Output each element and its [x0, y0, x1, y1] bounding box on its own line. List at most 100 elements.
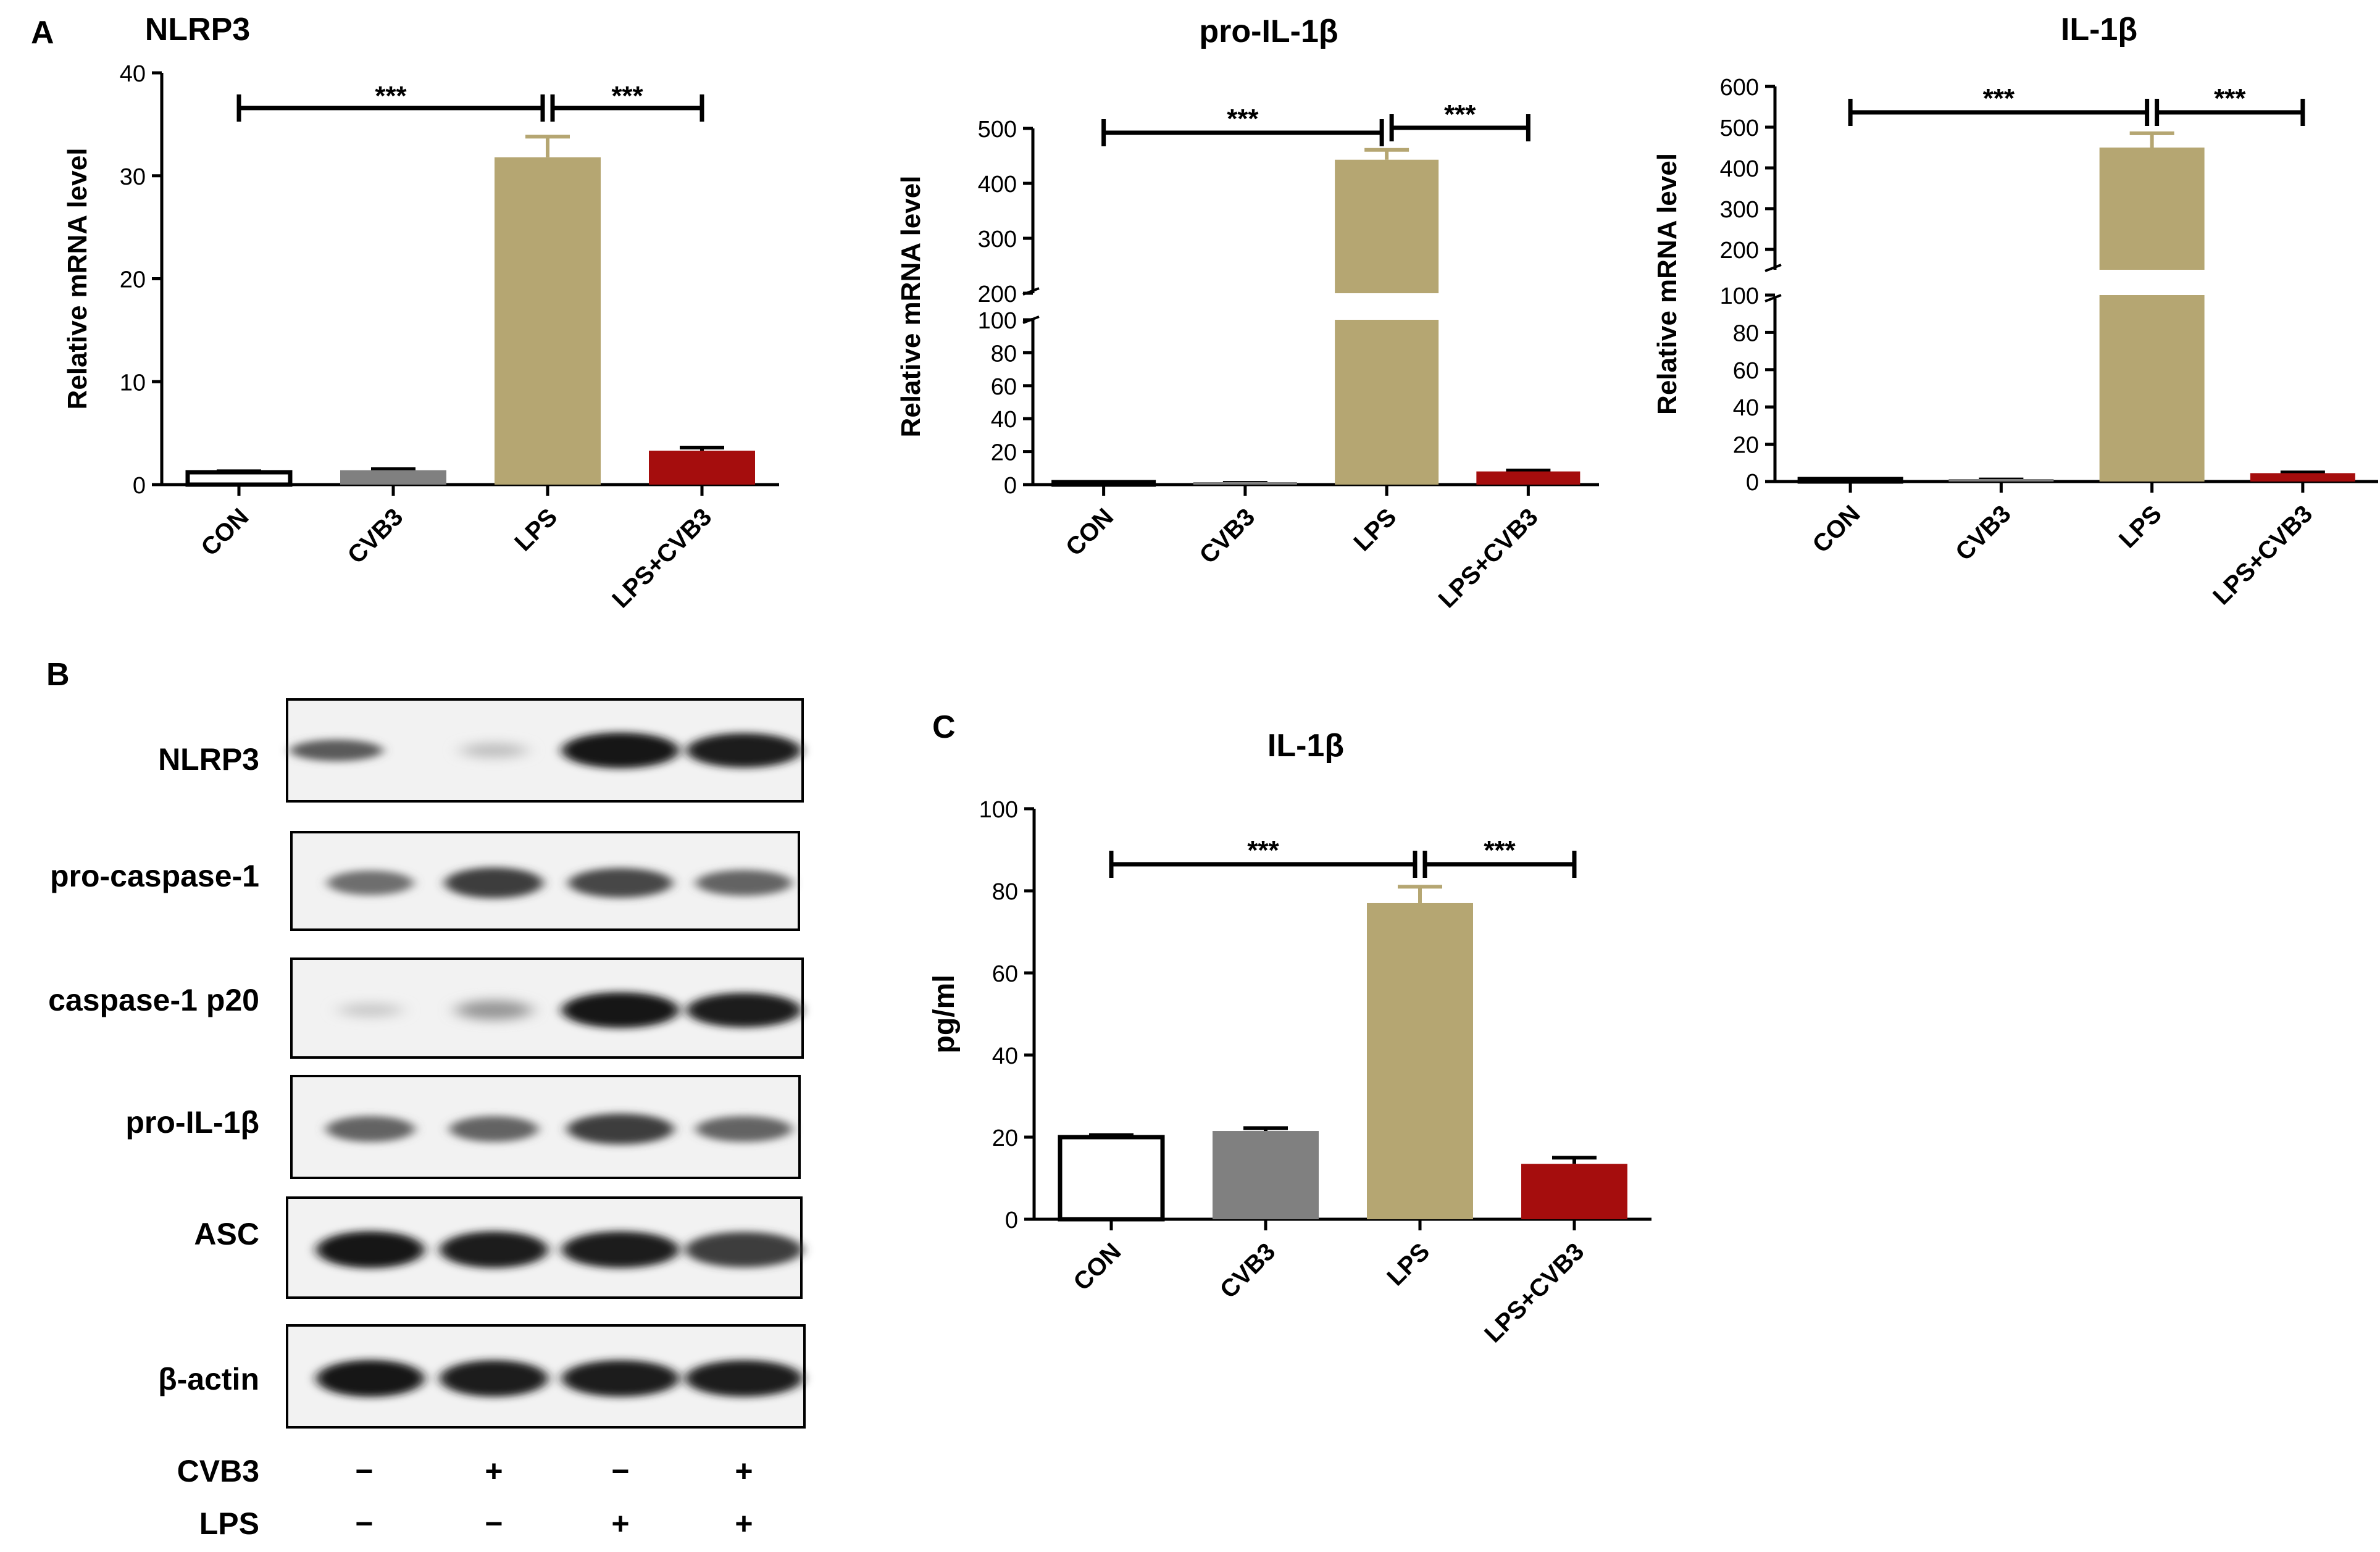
- x-tick-label: LPS+CVB3: [2208, 500, 2318, 610]
- bar-lps: [495, 157, 601, 485]
- chart-il1b-mrna: IL-1β Relative mRNA level 0 20 40 60 80 100 200 3…: [1652, 12, 2378, 610]
- blot-protein-label: pro-IL-1β: [125, 1105, 259, 1140]
- y-tick-label: 300: [1720, 197, 1759, 223]
- condition-label: LPS: [199, 1506, 259, 1541]
- y-tick-label: 80: [1733, 320, 1759, 346]
- blot-band: [326, 1116, 415, 1142]
- blot-band: [696, 870, 792, 896]
- blot-band: [327, 870, 414, 896]
- bar-lps: [1367, 903, 1473, 1219]
- condition-sign: −: [355, 1454, 373, 1488]
- blot-protein-label: NLRP3: [158, 742, 259, 777]
- blot-protein-label: pro-caspase-1: [50, 859, 259, 893]
- y-axis-label: Relative mRNA level: [896, 176, 926, 438]
- axis-break-mark: [1764, 264, 1782, 272]
- blot-band: [687, 993, 801, 1028]
- y-tick-label: 0: [1005, 1208, 1018, 1233]
- y-tick-label: 20: [992, 1125, 1018, 1151]
- y-tick-label: 80: [991, 341, 1017, 367]
- condition-sign: +: [735, 1454, 753, 1488]
- blot-protein-label: caspase-1 p20: [48, 983, 259, 1017]
- y-axis-label: Relative mRNA level: [62, 148, 93, 410]
- blot-band: [562, 992, 679, 1028]
- chart-nlrp3-mrna: NLRP3 Relative mRNA level 0 10 20 30 40 CON CVB3…: [62, 12, 779, 613]
- blot-protein-label: ASC: [194, 1217, 259, 1251]
- panel-label-b: B: [46, 657, 70, 693]
- y-tick-label: 0: [133, 473, 146, 499]
- condition-sign: −: [611, 1454, 629, 1488]
- y-tick-label: 20: [1733, 433, 1759, 459]
- y-tick-label: 100: [978, 308, 1017, 334]
- y-tick-label: 0: [1746, 470, 1759, 496]
- blot-band: [567, 1113, 674, 1145]
- x-tick-label: CVB3: [1950, 500, 2016, 566]
- y-tick-label: 300: [978, 227, 1017, 252]
- x-tick-label: CON: [1808, 500, 1866, 558]
- significance-stars: ***: [2214, 83, 2246, 114]
- blot-band: [316, 1359, 425, 1397]
- y-axis-label: Relative mRNA level: [1652, 153, 1682, 415]
- x-tick-label: LPS+CVB3: [607, 503, 717, 613]
- blot-band: [562, 732, 679, 769]
- y-tick-label: 60: [991, 374, 1017, 400]
- x-tick-label: LPS+CVB3: [1434, 503, 1543, 613]
- panel-label-c: C: [932, 709, 956, 745]
- x-tick-label: CVB3: [1195, 503, 1261, 569]
- bar-lps: [2099, 295, 2205, 482]
- blot-band: [568, 868, 673, 898]
- x-tick-label: CON: [1061, 503, 1119, 561]
- x-tick-label: LPS: [509, 503, 562, 556]
- blot-band: [440, 1231, 548, 1268]
- y-tick-label: 60: [992, 961, 1018, 987]
- condition-sign: +: [611, 1506, 629, 1541]
- significance-stars: ***: [1484, 835, 1516, 866]
- blot-protein-label: β-actin: [158, 1362, 259, 1396]
- x-tick-label: LPS: [1382, 1238, 1435, 1291]
- condition-label: CVB3: [177, 1454, 259, 1488]
- chart-pro-il1b-mrna: pro-IL-1β Relative mRNA level 0 20 40 60 80 100…: [896, 14, 1599, 613]
- x-tick-label: LPS+CVB3: [1479, 1238, 1589, 1348]
- blot-band: [456, 1000, 532, 1020]
- blot-band: [290, 740, 383, 761]
- blot-band: [316, 1231, 425, 1269]
- bar-con: [185, 470, 293, 487]
- bar-cvb3: [340, 470, 446, 485]
- condition-sign: +: [485, 1454, 503, 1488]
- blot-band: [696, 1116, 792, 1142]
- chart-title: IL-1β: [1267, 728, 1344, 764]
- bar-lps-cvb3: [649, 450, 755, 485]
- x-tick-label: CON: [196, 503, 254, 561]
- bar-lps-cvb3: [1521, 1164, 1627, 1219]
- blot-band: [685, 1232, 803, 1268]
- blot-band: [562, 1231, 679, 1268]
- blot-band: [685, 1360, 803, 1397]
- western-blot: NLRP3 pro-caspase-1 caspase-1 p20 pro-IL-1β…: [48, 698, 806, 1541]
- y-tick-label: 40: [1733, 395, 1759, 421]
- y-tick-label: 40: [120, 61, 146, 87]
- bar-con: [1051, 480, 1156, 487]
- y-tick-label: 40: [992, 1043, 1018, 1069]
- blot-band: [687, 733, 801, 768]
- y-tick-label: 0: [1004, 473, 1017, 499]
- y-tick-label: 400: [978, 172, 1017, 198]
- bar-con: [1797, 477, 1903, 484]
- y-tick-label: 500: [978, 117, 1017, 143]
- axis-break-mark: [1764, 294, 1782, 302]
- chart-title: IL-1β: [2061, 12, 2137, 48]
- panel-label-a: A: [31, 15, 54, 51]
- y-tick-label: 10: [120, 370, 146, 396]
- x-tick-label: CVB3: [1215, 1238, 1281, 1304]
- y-axis-label: pg/ml: [928, 975, 961, 1054]
- significance-stars: ***: [1983, 83, 2015, 114]
- condition-sign: −: [355, 1506, 373, 1541]
- y-tick-label: 100: [979, 797, 1018, 823]
- y-tick-label: 20: [120, 267, 146, 293]
- condition-sign: +: [735, 1506, 753, 1541]
- significance-stars: ***: [1247, 835, 1279, 866]
- x-tick-label: CON: [1068, 1238, 1126, 1296]
- x-tick-label: CVB3: [343, 503, 409, 569]
- blot-band: [449, 1116, 538, 1142]
- bar-lps-upper: [1335, 159, 1439, 293]
- y-tick-label: 60: [1733, 358, 1759, 384]
